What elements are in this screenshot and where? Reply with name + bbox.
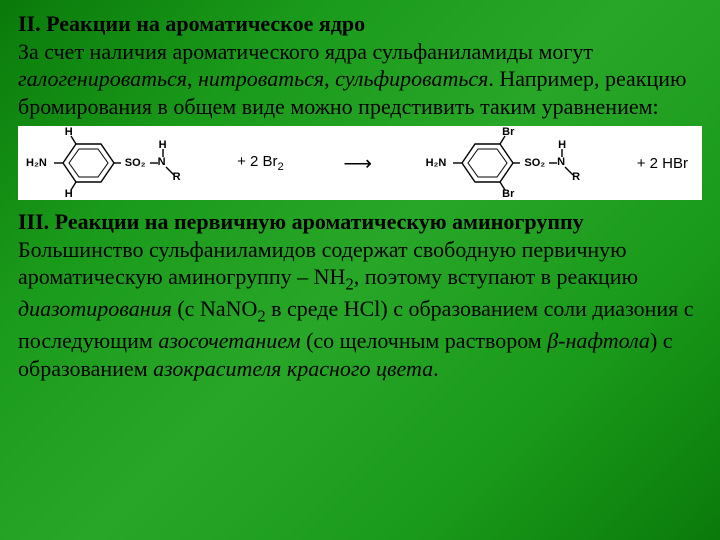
s3-t3: (с NaNO (172, 296, 258, 321)
amino-right: H₂N (426, 157, 447, 169)
s3-t2: , поэтому вступают в реакцию (354, 264, 638, 289)
s3-t5: (со щелочным раствором (301, 328, 548, 353)
right-top-sub: Br (502, 126, 514, 138)
reaction-arrow-icon: ⟶ (337, 151, 378, 176)
left-top-sub: H (65, 126, 73, 138)
s2-textpre: За счет наличия ароматического ядра суль… (18, 39, 593, 64)
h-right: H (558, 139, 566, 151)
so2-right: SO₂ (524, 157, 545, 169)
s3-it4: азокрасителя красного цвета (153, 356, 433, 381)
r-left: R (173, 171, 181, 183)
benzene-right: Br Br (450, 132, 520, 194)
s3-it3: β-нафтола (547, 328, 650, 353)
left-bot-sub: H (65, 188, 73, 200)
amino-left: H₂N (26, 157, 47, 169)
s2-c1: , (187, 66, 198, 91)
right-bot-sub: Br (502, 188, 514, 200)
s2-it3: сульфироваться (335, 66, 488, 91)
so2-left: SO₂ (125, 157, 146, 169)
section3-heading: III. Реакции на первичную ароматическую … (18, 208, 702, 236)
plus-br2: + 2 Br2 (231, 153, 290, 173)
h-left: H (159, 139, 167, 151)
nhr-left: N H R (150, 143, 184, 183)
reaction-formula: H₂N H H SO₂ N H R + 2 Br2 ⟶ (18, 126, 702, 200)
reactant-molecule: H₂N H H SO₂ N H R (26, 132, 184, 194)
section2-body: За счет наличия ароматического ядра суль… (18, 38, 702, 121)
s2-c2: , (324, 66, 335, 91)
br2-sub: 2 (278, 161, 284, 173)
n-left: N (158, 156, 166, 168)
s3-it1: диазотирования (18, 296, 172, 321)
s3-it2: азосочетанием (158, 328, 300, 353)
n-right: N (557, 156, 565, 168)
section2-heading: II. Реакции на ароматическое ядро (18, 10, 702, 38)
s3-t7: . (433, 356, 439, 381)
s3-nh2: 2 (345, 274, 353, 293)
r-right: R (572, 171, 580, 183)
s3-nano2: 2 (257, 306, 265, 325)
product-molecule: H₂N Br Br SO₂ N H R (426, 132, 584, 194)
s2-it2: нитроваться (198, 66, 324, 91)
plus-hbr: + 2 HBr (631, 155, 694, 172)
nhr-right: N H R (549, 143, 583, 183)
s2-it1: галогенироваться (18, 66, 187, 91)
plus-br2-t: + 2 Br (237, 153, 277, 170)
benzene-left: H H (51, 132, 121, 194)
section3-body: Большинство сульфаниламидов содержат сво… (18, 236, 702, 383)
